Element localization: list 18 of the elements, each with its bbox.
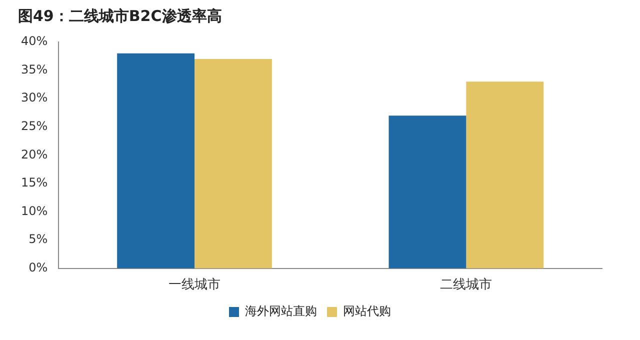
y-tick-label: 40% — [21, 34, 48, 48]
y-tick-label: 5% — [28, 232, 48, 246]
bar — [194, 58, 272, 268]
bar — [117, 53, 195, 268]
bar — [466, 82, 544, 268]
y-tick-label: 25% — [21, 119, 48, 134]
legend-label: 海外网站直购 — [245, 304, 317, 318]
x-tick-label: 二线城市 — [440, 278, 492, 293]
y-tick-label: 35% — [21, 62, 48, 76]
y-tick-label: 15% — [21, 176, 48, 190]
chart-title: 图49：二线城市B2C渗透率高 — [18, 6, 222, 25]
y-tick-label: 0% — [28, 260, 48, 275]
y-tick-label: 20% — [21, 147, 48, 162]
bar — [388, 116, 466, 268]
x-tick-label: 一线城市 — [168, 278, 221, 293]
y-tick-label: 10% — [21, 204, 48, 218]
y-tick-label: 30% — [21, 90, 48, 105]
legend-label: 网站代购 — [343, 304, 391, 318]
